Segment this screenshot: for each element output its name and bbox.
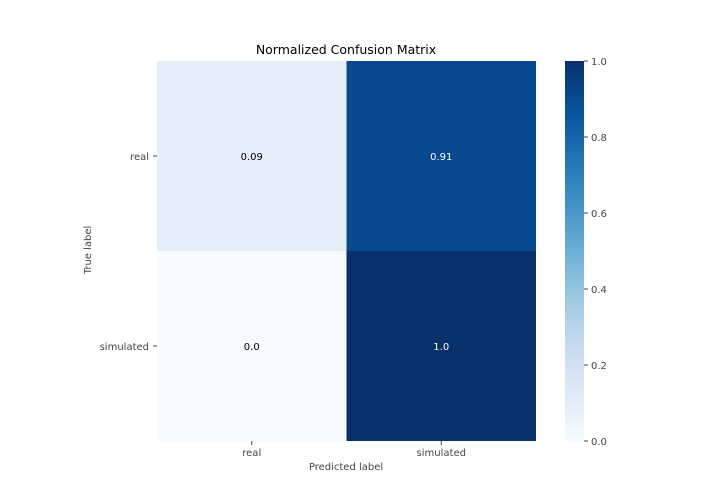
chart-title: Normalized Confusion Matrix — [256, 42, 436, 57]
y-axis-ticks: real simulated — [100, 152, 157, 353]
y-tick-label: real — [130, 152, 149, 163]
cell-value-label: 0.0 — [244, 342, 260, 353]
colorbar — [565, 61, 584, 441]
heatmap-cell-real-real — [157, 61, 347, 251]
colorbar-tick-label: 0.4 — [591, 285, 607, 296]
cell-value-label: 0.91 — [430, 152, 452, 163]
colorbar-tick-label: 0.2 — [591, 361, 607, 372]
heatmap-cell-real-simulated — [346, 61, 536, 251]
heatmap-cell-simulated-simulated — [346, 251, 536, 441]
colorbar-tick-label: 1.0 — [591, 57, 607, 68]
cell-value-label: 1.0 — [433, 342, 449, 353]
x-tick-label: real — [242, 448, 261, 459]
heatmap-cell-labels: 0.09 0.91 0.0 1.0 — [241, 152, 453, 353]
y-tick-label: simulated — [100, 342, 149, 353]
colorbar-tick-label: 0.8 — [591, 133, 607, 144]
colorbar-tick-label: 0.6 — [591, 209, 607, 220]
heatmap-cells — [157, 61, 536, 441]
x-axis-label: Predicted label — [309, 462, 383, 473]
colorbar-ticks: 0.0 0.2 0.4 0.6 0.8 1.0 — [584, 57, 607, 448]
cell-value-label: 0.09 — [241, 152, 263, 163]
x-tick-label: simulated — [417, 448, 466, 459]
heatmap-cell-simulated-real — [157, 251, 347, 441]
x-axis-ticks: real simulated — [242, 441, 466, 459]
y-axis-label: True label — [83, 226, 94, 276]
colorbar-tick-label: 0.0 — [591, 437, 607, 448]
